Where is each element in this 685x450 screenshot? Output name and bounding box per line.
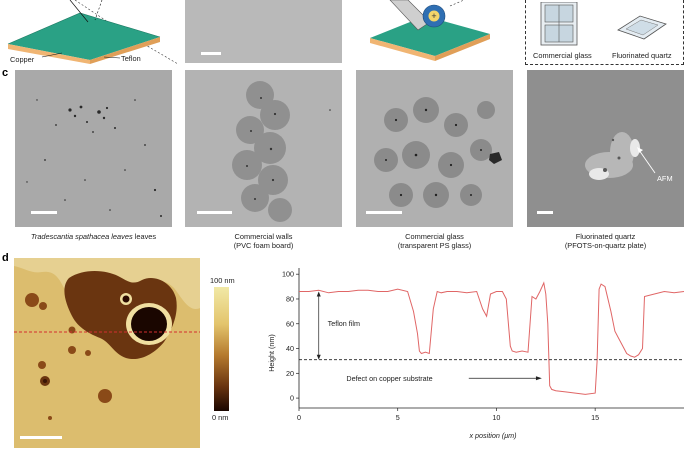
afm-height-image xyxy=(14,258,200,448)
micrograph-texture xyxy=(585,132,656,180)
y-tick-label: 0 xyxy=(290,394,294,403)
schematic-probe: + xyxy=(360,0,520,64)
y-tick-label: 60 xyxy=(286,319,294,328)
afm-texture xyxy=(14,258,200,448)
caption-commercial-walls: Commercial walls (PVC foam board) xyxy=(185,232,342,250)
y-tick-label: 80 xyxy=(286,294,294,303)
panel-letter-d: d xyxy=(2,252,9,264)
caption-fluorinated-quartz: Fluorinated quartz (PFOTS-on-quartz plat… xyxy=(527,232,684,250)
panel-letter-c: c xyxy=(2,67,9,79)
colorbar xyxy=(214,287,229,411)
materials-box: Commercial glass Fluorinated quartz xyxy=(525,0,684,65)
scale-bar xyxy=(197,211,232,214)
quartz-plate-icon xyxy=(617,15,667,40)
caption-line1-suffix: leaves xyxy=(134,232,157,241)
teflon-copper-illustration xyxy=(7,0,179,65)
window-icon xyxy=(540,2,578,46)
x-tick-label: 5 xyxy=(396,413,400,422)
svg-text:+: + xyxy=(431,11,436,21)
caption-line2: (transparent PS glass) xyxy=(397,241,472,250)
commercial-glass-label: Commercial glass xyxy=(533,51,592,60)
micrograph-tradescantia xyxy=(15,70,172,227)
micrograph-texture xyxy=(374,97,502,208)
caption-commercial-glass: Commercial glass (transparent PS glass) xyxy=(356,232,513,250)
micrograph-commercial-glass xyxy=(356,70,513,227)
copper-label: Copper xyxy=(10,55,35,64)
caption-tradescantia: Tradescantia spathacea leaves leaves xyxy=(15,232,172,241)
scale-bar xyxy=(201,52,221,55)
arrow-head-top xyxy=(316,291,321,297)
scale-bar xyxy=(31,211,57,214)
x-tick-label: 15 xyxy=(591,413,599,422)
probe-illustration: + xyxy=(370,0,490,61)
height-profile-chart: Height (nm) x position (μm) 0 5 10 15 0 20 40 6… xyxy=(267,268,685,440)
caption-line1: Tradescantia spathacea leaves xyxy=(30,232,133,241)
teflon-film-annotation: Teflon film xyxy=(328,319,360,328)
y-tick-label: 40 xyxy=(286,344,294,353)
x-tick-label: 0 xyxy=(297,413,301,422)
top-micrograph xyxy=(185,0,342,63)
micrograph-fluorinated-quartz: AFM xyxy=(527,70,684,227)
caption-line2: (PFOTS-on-quartz plate) xyxy=(564,241,647,250)
colorbar-max-label: 100 nm xyxy=(210,276,235,285)
caption-line1: Commercial walls xyxy=(234,232,293,241)
height-profile-line xyxy=(299,281,685,395)
scale-bar xyxy=(20,436,62,439)
defect-arrow-head xyxy=(535,376,542,381)
y-axis-label: Height (nm) xyxy=(267,334,276,372)
micrograph-commercial-walls xyxy=(185,70,342,227)
scale-bar xyxy=(537,211,553,214)
caption-line1: Fluorinated quartz xyxy=(575,232,636,241)
teflon-label: Teflon xyxy=(121,54,141,63)
fluorinated-quartz-label: Fluorinated quartz xyxy=(612,51,672,60)
x-tick-label: 10 xyxy=(492,413,500,422)
x-axis-label: x position (μm) xyxy=(468,431,516,440)
y-tick-label: 100 xyxy=(282,270,294,279)
afm-annotation: AFM xyxy=(657,174,673,183)
arrow-head-bottom xyxy=(316,354,321,360)
micrograph-texture xyxy=(232,81,331,222)
schematic-teflon-copper xyxy=(0,0,179,65)
defect-annotation: Defect on copper substrate xyxy=(346,374,432,383)
colorbar-min-label: 0 nm xyxy=(212,413,229,422)
micrograph-texture xyxy=(26,99,162,217)
scale-bar xyxy=(366,211,402,214)
y-tick-label: 20 xyxy=(286,369,294,378)
caption-line1: Commercial glass xyxy=(405,232,464,241)
caption-line2: (PVC foam board) xyxy=(233,241,294,250)
